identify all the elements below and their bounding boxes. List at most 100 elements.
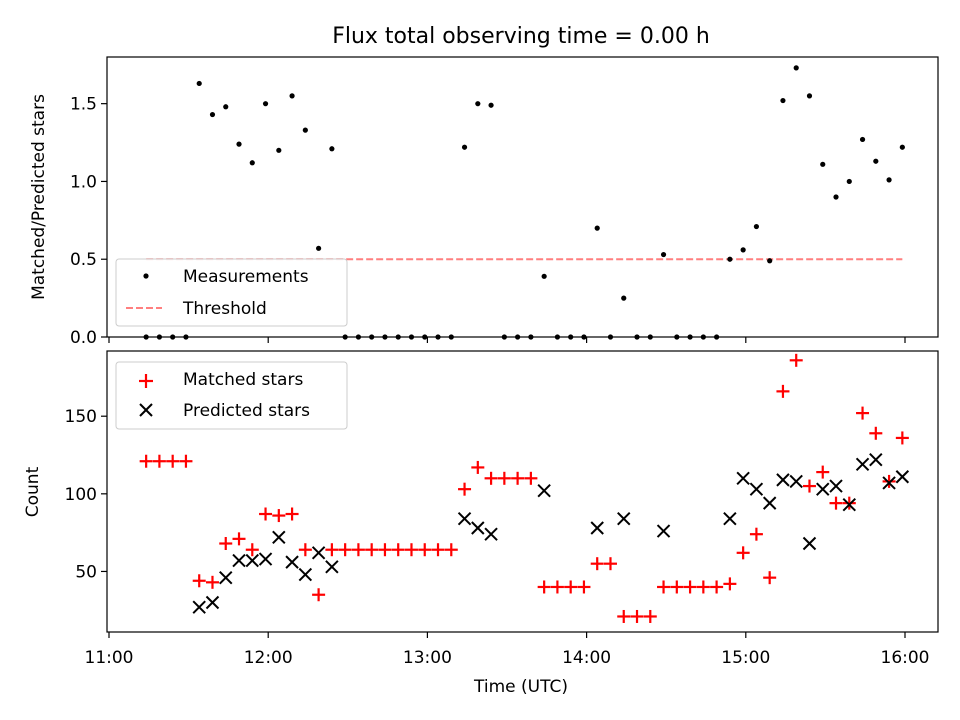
top-y-axis-label: Matched/Predicted stars: [29, 94, 49, 300]
matched-star-marker: [749, 527, 763, 541]
measurement-point: [249, 160, 255, 166]
matched-star-marker: [816, 465, 830, 479]
bottom-x-tick-label: 16:00: [881, 648, 930, 668]
legend-predicted-marker: [139, 403, 153, 417]
bottom-legend: Matched stars Predicted stars: [115, 361, 348, 430]
predicted-star-marker: [842, 497, 856, 512]
predicted-star-marker: [776, 473, 790, 487]
matched-star-marker: [776, 384, 790, 398]
matched-star-marker: [285, 507, 299, 521]
matched-star-marker: [365, 543, 379, 557]
matched-star-marker: [630, 609, 644, 623]
matched-star-marker: [763, 571, 777, 585]
top-y-tick-label: 1.0: [70, 172, 97, 192]
matched-star-marker: [736, 546, 750, 560]
bottom-y-tick-labels: 50 100 150: [65, 407, 97, 582]
matched-star-marker: [537, 580, 551, 594]
measurement-point: [461, 144, 468, 150]
predicted-star-marker: [471, 521, 485, 535]
measurement-point: [660, 251, 667, 258]
matched-star-marker: [895, 431, 909, 445]
bottom-x-tick-label: 14:00: [562, 648, 611, 668]
measurement-point: [329, 146, 335, 152]
measurement-point: [820, 161, 826, 167]
top-y-tick-label: 1.5: [70, 95, 97, 115]
bottom-x-tick-labels: 11:00 12:00 13:00 14:00 15:00 16:00: [85, 648, 930, 668]
matched-star-marker: [232, 532, 246, 546]
measurement-point: [541, 273, 547, 279]
matched-star-marker: [205, 575, 219, 589]
measurement-point: [475, 101, 481, 107]
predicted-star-marker: [258, 552, 273, 566]
measurement-point: [873, 158, 879, 164]
measurement-point: [727, 256, 733, 262]
top-legend: Measurements Threshold: [115, 258, 348, 327]
matched-star-marker: [710, 580, 724, 594]
predicted-star-marker: [855, 457, 870, 472]
legend-measurements-label: Measurements: [183, 267, 309, 287]
measurement-point: [899, 144, 905, 150]
bottom-plot-data: [139, 353, 910, 623]
bottom-x-tick-label: 13:00: [403, 648, 452, 668]
predicted-star-marker: [205, 595, 220, 610]
bottom-y-tick-label: 100: [65, 485, 97, 505]
predicted-star-marker: [816, 482, 830, 496]
predicted-star-marker: [749, 482, 764, 496]
measurement-point: [753, 223, 760, 230]
top-y-tick-labels: 0.0 0.5 1.0 1.5: [70, 95, 97, 348]
predicted-star-marker: [762, 496, 777, 510]
matched-star-marker: [458, 482, 472, 496]
predicted-star-marker: [245, 553, 259, 568]
predicted-star-marker: [869, 452, 883, 467]
measurement-point: [223, 104, 229, 110]
predicted-star-marker: [325, 560, 339, 574]
bottom-y-axis-label: Count: [23, 466, 43, 517]
matched-star-marker: [882, 474, 896, 488]
bottom-ticks: [101, 415, 906, 638]
predicted-star-marker: [457, 511, 472, 526]
top-y-tick-label: 0.0: [70, 328, 97, 348]
matched-star-marker: [471, 460, 485, 474]
matched-star-marker: [577, 580, 591, 594]
matched-star-marker: [325, 543, 339, 557]
bottom-axes-frame: [106, 350, 939, 633]
matched-star-marker: [404, 543, 418, 557]
matched-star-marker: [259, 507, 273, 521]
matched-star-marker: [484, 471, 498, 485]
matched-star-marker: [166, 454, 180, 468]
predicted-star-marker: [311, 546, 326, 560]
measurement-point: [621, 295, 627, 301]
matched-star-marker: [856, 406, 870, 420]
top-axes-frame: [106, 56, 939, 338]
predicted-star-marker: [232, 553, 246, 568]
matched-star-marker: [524, 471, 538, 485]
predicted-star-marker: [537, 484, 551, 498]
predicted-star-marker: [617, 511, 631, 526]
measurement-point: [594, 225, 600, 231]
bottom-y-tick-label: 150: [65, 407, 97, 427]
measurement-point: [780, 97, 786, 104]
matched-star-marker: [723, 577, 737, 591]
measurement-point: [767, 258, 773, 264]
measurement-point: [302, 127, 308, 133]
predicted-star-marker: [802, 536, 817, 551]
measurement-point: [833, 194, 839, 200]
matched-star-marker: [378, 543, 392, 557]
measurement-point: [886, 177, 892, 183]
chart-title: Flux total observing time = 0.00 h: [332, 24, 710, 49]
matched-star-marker: [431, 543, 445, 557]
matched-star-marker: [152, 454, 166, 468]
legend-predicted-label: Predicted stars: [183, 401, 310, 421]
predicted-star-marker: [298, 567, 313, 582]
matched-star-marker: [802, 479, 816, 493]
measurement-point: [276, 147, 282, 153]
matched-star-marker: [298, 543, 312, 557]
measurement-point: [740, 247, 746, 253]
top-ticks: [101, 103, 906, 343]
matched-star-marker: [444, 543, 458, 557]
measurement-point: [806, 93, 813, 99]
matched-star-marker: [590, 557, 604, 571]
matched-star-marker: [564, 580, 578, 594]
measurement-point: [289, 93, 295, 99]
